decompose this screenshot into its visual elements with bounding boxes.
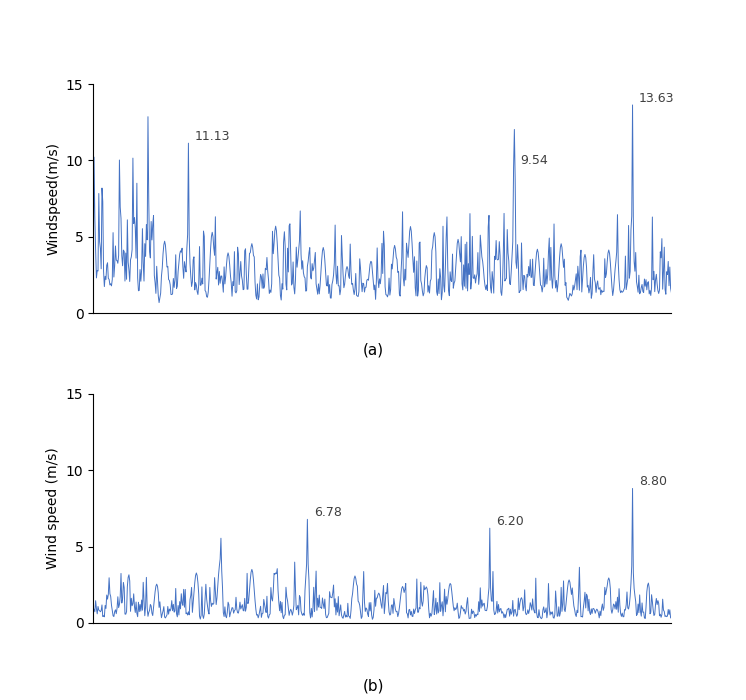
Text: 8.80: 8.80 — [639, 475, 667, 489]
Y-axis label: Windspeed(m/s): Windspeed(m/s) — [46, 142, 60, 256]
Y-axis label: Wind speed (m/s): Wind speed (m/s) — [46, 447, 60, 569]
Text: (b): (b) — [363, 678, 383, 694]
Text: (a): (a) — [363, 342, 383, 358]
Text: 11.13: 11.13 — [195, 130, 231, 143]
Text: 6.20: 6.20 — [496, 515, 524, 528]
Text: 6.78: 6.78 — [314, 506, 342, 519]
Text: 13.63: 13.63 — [639, 92, 674, 105]
Text: 9.54: 9.54 — [520, 155, 548, 167]
